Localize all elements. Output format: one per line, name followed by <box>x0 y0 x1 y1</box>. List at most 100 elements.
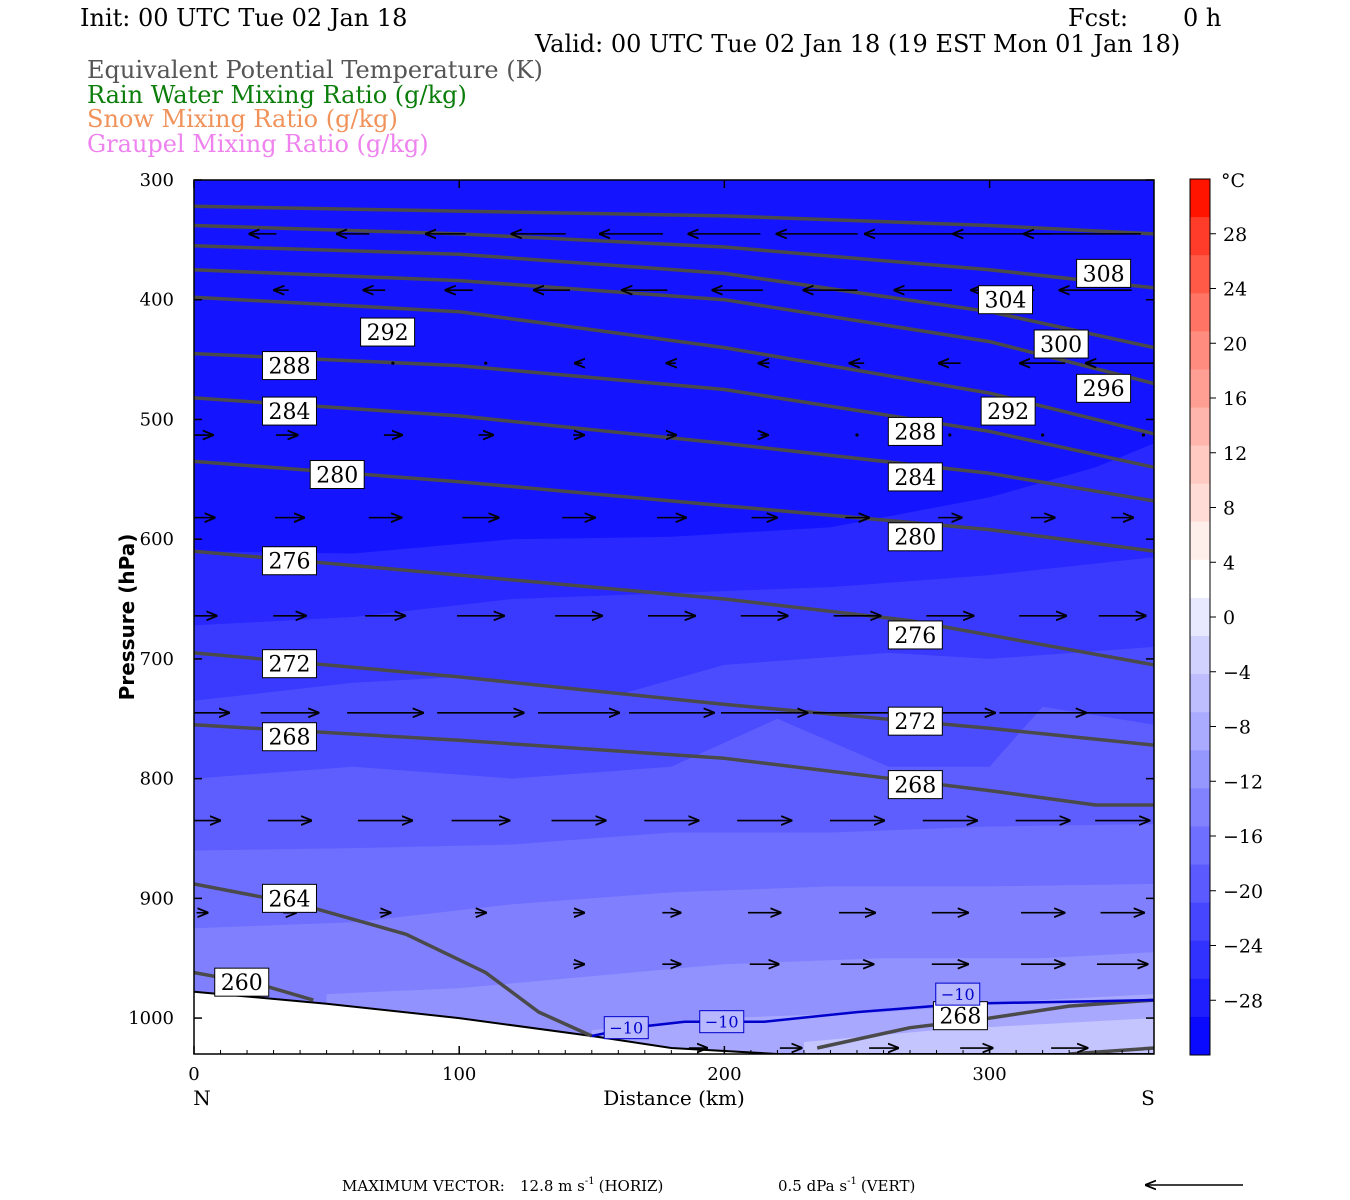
colorbar-swatch <box>1190 597 1210 637</box>
theta-e-line-304 <box>194 223 1154 290</box>
colorbar-label: 28 <box>1223 224 1247 246</box>
wind-vector <box>1141 433 1145 437</box>
wind-vector <box>1041 433 1045 437</box>
plot-frame <box>193 179 1155 1055</box>
theta-e-label-276-b-box <box>887 620 943 650</box>
colorbar-label: 16 <box>1223 388 1247 410</box>
theta-e-label-292-b-box <box>980 396 1036 426</box>
y-tick-label: 300 <box>140 170 174 191</box>
colorbar-unit: °C <box>1221 170 1245 192</box>
theta-e-label-280-b: 280 <box>894 526 936 551</box>
legend-theta-e: Equivalent Potential Temperature (K) <box>87 56 543 84</box>
colorbar-swatch <box>1190 483 1210 523</box>
theta-e-contours <box>194 204 1154 1054</box>
legend-graupel: Graupel Mixing Ratio (g/kg) <box>87 130 429 158</box>
colorbar-swatch <box>1190 940 1210 980</box>
colorbar-label: −28 <box>1223 990 1263 1012</box>
theta-e-label-276-b: 276 <box>894 624 936 649</box>
colorbar-swatch <box>1190 179 1210 218</box>
theta-e-line-292 <box>194 295 1154 436</box>
theta-e-label-300-box <box>1033 329 1089 359</box>
y-tick-label: 1000 <box>128 1008 174 1029</box>
horiz-exp: -1 <box>585 1176 595 1187</box>
north-label: N <box>193 1086 211 1110</box>
colorbar-swatch <box>1190 217 1210 256</box>
colorbar-swatch <box>1190 559 1210 599</box>
colorbar-swatch <box>1190 978 1210 1018</box>
theta-e-label-272: 272 <box>268 653 310 678</box>
isotherm-label-box <box>603 1016 649 1040</box>
theta-e-label-272-box <box>261 649 317 679</box>
wind-vector <box>391 361 395 365</box>
x-axis-title: Distance (km) <box>603 1086 745 1110</box>
theta-e-label-284-b: 284 <box>894 466 936 491</box>
south-label: S <box>1141 1086 1155 1110</box>
colorbar-label: −12 <box>1223 771 1263 793</box>
y-tick-label: 500 <box>140 409 174 430</box>
theta-e-label-276-box <box>261 546 317 576</box>
colorbar-label: −8 <box>1223 717 1251 739</box>
theta-e-label-292-box <box>360 317 416 347</box>
isotherm-label-box <box>699 1010 745 1034</box>
theta-e-label-268-b: 268 <box>894 774 936 799</box>
theta-e-line-268 <box>194 723 1154 807</box>
y-tick-label: 700 <box>140 649 174 670</box>
colorbar-swatch <box>1190 750 1210 789</box>
forecast-hour-label: Fcst: <box>1068 4 1129 32</box>
theta-e-label-288-b: 288 <box>894 420 936 445</box>
theta-e-label-304: 304 <box>984 289 1026 314</box>
colorbar-swatch <box>1190 369 1210 409</box>
colorbar-label: −24 <box>1223 936 1263 958</box>
y-tick-label: 600 <box>140 529 174 550</box>
svg-text:MAXIMUM VECTOR:: MAXIMUM VECTOR: <box>342 1177 505 1195</box>
colorbar-swatch <box>1190 293 1210 332</box>
colorbar-label: 4 <box>1223 552 1235 574</box>
theta-e-line-308 <box>194 204 1154 236</box>
terrain-fill <box>194 991 1154 1054</box>
theta-e-label-284-b-box <box>887 462 943 492</box>
theta-e-label-292-b: 292 <box>987 400 1029 425</box>
colorbar-label: 24 <box>1223 279 1247 301</box>
max-vector-footer: MAXIMUM VECTOR: 12.8 m s-1 (HORIZ) 0.5 dP… <box>342 1176 1243 1195</box>
colorbar-swatch <box>1190 826 1210 866</box>
isotherm-label: −10 <box>705 1012 739 1031</box>
colorbar-label: −4 <box>1223 662 1251 684</box>
colorbar-swatch <box>1190 445 1210 485</box>
wind-vector <box>855 433 859 437</box>
theta-e-line-276 <box>194 549 1154 667</box>
theta-e-line-284 <box>194 396 1154 503</box>
theta-e-label-280: 280 <box>316 463 358 488</box>
svg-text:12.8 m s-1(HORIZ): 12.8 m s-1 (HORIZ) <box>520 1176 663 1195</box>
theta-e-label-296: 296 <box>1083 377 1125 402</box>
colorbar-swatch <box>1190 712 1210 751</box>
theta-e-label-288-b-box <box>887 416 943 446</box>
valid-time: Valid: 00 UTC Tue 02 Jan 18 (19 EST Mon … <box>535 30 1181 58</box>
theta-e-line-272 <box>194 651 1154 747</box>
svg-text:0.5 dPa s-1(VERT): 0.5 dPa s-1 (VERT) <box>778 1176 915 1195</box>
init-time: Init: 00 UTC Tue 02 Jan 18 <box>80 4 408 32</box>
colorbar-label: 0 <box>1223 607 1235 629</box>
theta-e-label-280-b-box <box>887 522 943 552</box>
theta-e-line-300 <box>194 244 1154 350</box>
isotherm-label: −10 <box>609 1018 643 1037</box>
legend-snow: Snow Mixing Ratio (g/kg) <box>87 105 398 133</box>
theta-e-label-268-box <box>261 722 317 752</box>
theta-e-label-276: 276 <box>268 550 310 575</box>
axes: 0 100 200 300 300 400 500 600 700 800 900 1000 <box>128 170 1154 1085</box>
x-tick-label: 300 <box>972 1064 1006 1085</box>
theta-e-label-260-box <box>214 967 270 997</box>
theta-e-label-264: 264 <box>268 887 310 912</box>
colorbar-swatch <box>1190 864 1210 904</box>
colorbar-label: 20 <box>1223 333 1247 355</box>
isotherm-label-box <box>935 982 981 1006</box>
colorbar-swatch <box>1190 331 1210 370</box>
theta-e-label-284: 284 <box>268 400 310 425</box>
colorbar-label: −16 <box>1223 826 1263 848</box>
theta-e-label-304-box <box>977 285 1033 315</box>
colorbar-swatch <box>1190 407 1210 447</box>
vert-exp: -1 <box>847 1176 857 1187</box>
colorbar-label: 8 <box>1223 498 1235 520</box>
theta-e-label-272-b-box <box>887 706 943 736</box>
